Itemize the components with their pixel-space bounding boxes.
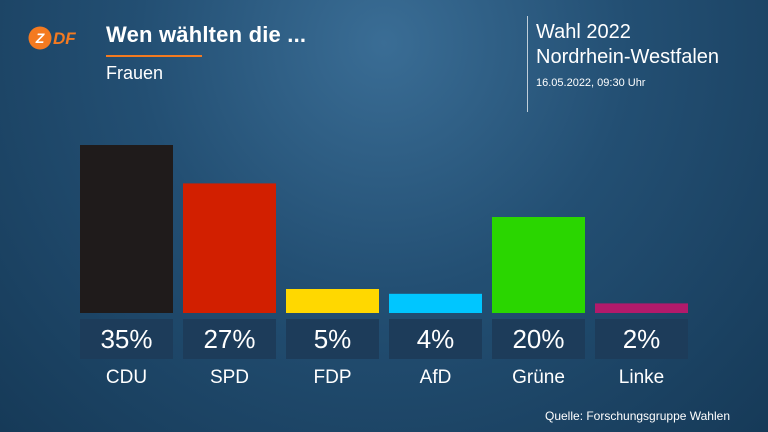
bar-cdu [80,145,173,313]
zdf-logo: Z DF [28,26,76,50]
category-label-cdu: CDU [106,367,147,388]
bar-fdp [286,289,379,313]
bar-spd [183,183,276,313]
header-divider [527,16,528,112]
svg-text:DF: DF [53,29,76,48]
value-label-spd: 27% [203,324,255,354]
value-box-grne [492,319,585,359]
category-label-linke: Linke [619,367,664,388]
value-label-linke: 2% [623,324,661,354]
source-credit: Quelle: Forschungsgruppe Wahlen [545,409,730,423]
value-label-cdu: 35% [100,324,152,354]
value-box-afd [389,319,482,359]
category-label-afd: AfD [420,367,452,388]
value-box-linke [595,319,688,359]
category-label-spd: SPD [210,367,249,388]
value-label-grne: 20% [512,324,564,354]
category-label-grne: Grüne [512,367,565,388]
election-name: Wahl 2022 [536,21,631,43]
svg-text:Z: Z [35,30,45,46]
timestamp: 16.05.2022, 09:30 Uhr [536,77,646,89]
value-label-fdp: 5% [314,324,352,354]
chart-subtitle: Frauen [106,63,164,83]
value-box-cdu [80,319,173,359]
value-box-fdp [286,319,379,359]
bar-grne [492,217,585,313]
category-label-fdp: FDP [314,367,352,388]
value-box-spd [183,319,276,359]
bar-afd [389,293,482,313]
title-underline [106,55,202,57]
value-label-afd: 4% [417,324,455,354]
bar-linke [595,303,688,313]
chart-title: Wen wählten die ... [106,22,307,47]
election-region: Nordrhein-Westfalen [536,46,720,68]
election-info: Wahl 2022 Nordrhein-Westfalen [536,20,719,70]
